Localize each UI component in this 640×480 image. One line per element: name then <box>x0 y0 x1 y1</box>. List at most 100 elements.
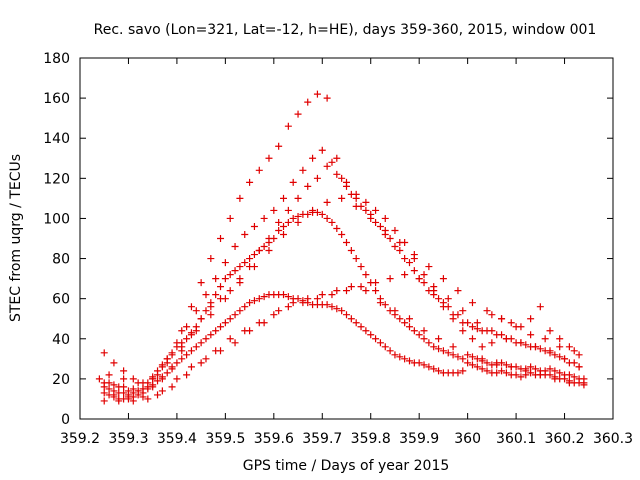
data-point-marker <box>507 319 515 327</box>
data-point-marker <box>255 166 263 174</box>
data-point-marker <box>570 373 578 381</box>
data-point-marker <box>396 239 404 247</box>
data-point-marker <box>546 347 554 355</box>
data-point-marker <box>207 311 215 319</box>
data-point-marker <box>318 146 326 154</box>
data-point-marker <box>405 323 413 331</box>
data-point-marker <box>430 365 438 373</box>
data-point-marker <box>105 379 113 387</box>
data-point-marker <box>275 307 283 315</box>
data-point-marker <box>435 295 443 303</box>
data-point-marker <box>357 283 365 291</box>
y-tick-label: 160 <box>43 91 70 107</box>
data-point-marker <box>556 343 564 351</box>
data-point-marker <box>280 291 288 299</box>
data-point-marker <box>488 327 496 335</box>
data-point-marker <box>265 247 273 255</box>
data-point-marker <box>517 373 525 381</box>
data-point-marker <box>134 379 142 387</box>
data-point-marker <box>105 371 113 379</box>
data-point-marker <box>124 387 132 395</box>
x-axis: 359.2 359.3 359.4 359.5 359.6 359.7 359.8 359.9… <box>60 58 633 447</box>
data-point-marker <box>517 339 525 347</box>
data-point-marker <box>183 323 191 331</box>
data-point-marker <box>236 194 244 202</box>
data-point-marker <box>250 251 258 259</box>
data-point-marker <box>95 375 103 383</box>
plot-frame <box>79 57 614 420</box>
data-point-marker <box>468 323 476 331</box>
data-point-marker <box>124 393 132 401</box>
data-point-marker <box>468 353 476 361</box>
data-point-marker <box>454 369 462 377</box>
data-point-marker <box>527 369 535 377</box>
y-tick-label: 40 <box>52 332 70 348</box>
data-point-marker <box>444 349 452 357</box>
data-point-marker <box>110 359 118 367</box>
data-point-marker <box>231 311 239 319</box>
data-point-marker <box>376 222 384 230</box>
data-point-marker <box>488 339 496 347</box>
data-point-marker <box>289 299 297 307</box>
data-point-marker <box>347 190 355 198</box>
data-point-marker <box>144 395 152 403</box>
data-point-marker <box>323 214 331 222</box>
data-point-marker <box>154 377 162 385</box>
data-point-marker <box>173 339 181 347</box>
data-point-marker <box>120 375 128 383</box>
data-point-marker <box>546 327 554 335</box>
data-point-marker <box>333 170 341 178</box>
data-point-marker <box>241 230 249 238</box>
data-point-marker <box>551 375 559 383</box>
data-point-marker <box>168 383 176 391</box>
data-point-marker <box>338 194 346 202</box>
data-point-marker <box>241 259 249 267</box>
x-tick-label: 359.3 <box>108 431 148 447</box>
data-point-marker <box>536 371 544 379</box>
y-tick-label: 80 <box>52 252 70 268</box>
data-point-marker <box>493 331 501 339</box>
data-point-marker <box>221 275 229 283</box>
data-point-marker <box>323 301 331 309</box>
data-point-marker <box>420 279 428 287</box>
data-point-marker <box>531 365 539 373</box>
data-point-marker <box>522 341 530 349</box>
data-points <box>95 90 588 405</box>
data-point-marker <box>556 353 564 361</box>
data-point-marker <box>168 351 176 359</box>
data-point-marker <box>163 359 171 367</box>
x-tick-label: 359.8 <box>351 431 391 447</box>
data-point-marker <box>381 301 389 309</box>
y-tick-label: 20 <box>52 372 70 388</box>
data-point-marker <box>347 315 355 323</box>
data-point-marker <box>318 291 326 299</box>
data-point-marker <box>483 367 491 375</box>
data-point-marker <box>454 287 462 295</box>
data-point-marker <box>459 327 467 335</box>
data-point-marker <box>502 361 510 369</box>
data-point-marker <box>410 327 418 335</box>
data-point-marker <box>265 235 273 242</box>
data-point-marker <box>129 397 137 405</box>
data-point-marker <box>367 331 375 339</box>
data-point-marker <box>299 166 307 174</box>
data-point-marker <box>192 343 200 351</box>
data-point-marker <box>362 198 370 206</box>
data-point-marker <box>580 375 588 383</box>
data-point-marker <box>527 315 535 323</box>
data-point-marker <box>488 311 496 319</box>
data-point-marker <box>410 251 418 259</box>
data-point-marker <box>241 303 249 311</box>
data-point-marker <box>149 375 157 383</box>
data-point-marker <box>231 243 239 251</box>
data-point-marker <box>464 351 472 359</box>
data-point-marker <box>323 198 331 206</box>
data-point-marker <box>318 210 326 218</box>
data-point-marker <box>187 363 195 371</box>
data-point-marker <box>275 142 283 150</box>
data-point-marker <box>221 319 229 327</box>
data-point-marker <box>473 319 481 327</box>
data-point-marker <box>405 357 413 365</box>
data-point-marker <box>575 363 583 371</box>
